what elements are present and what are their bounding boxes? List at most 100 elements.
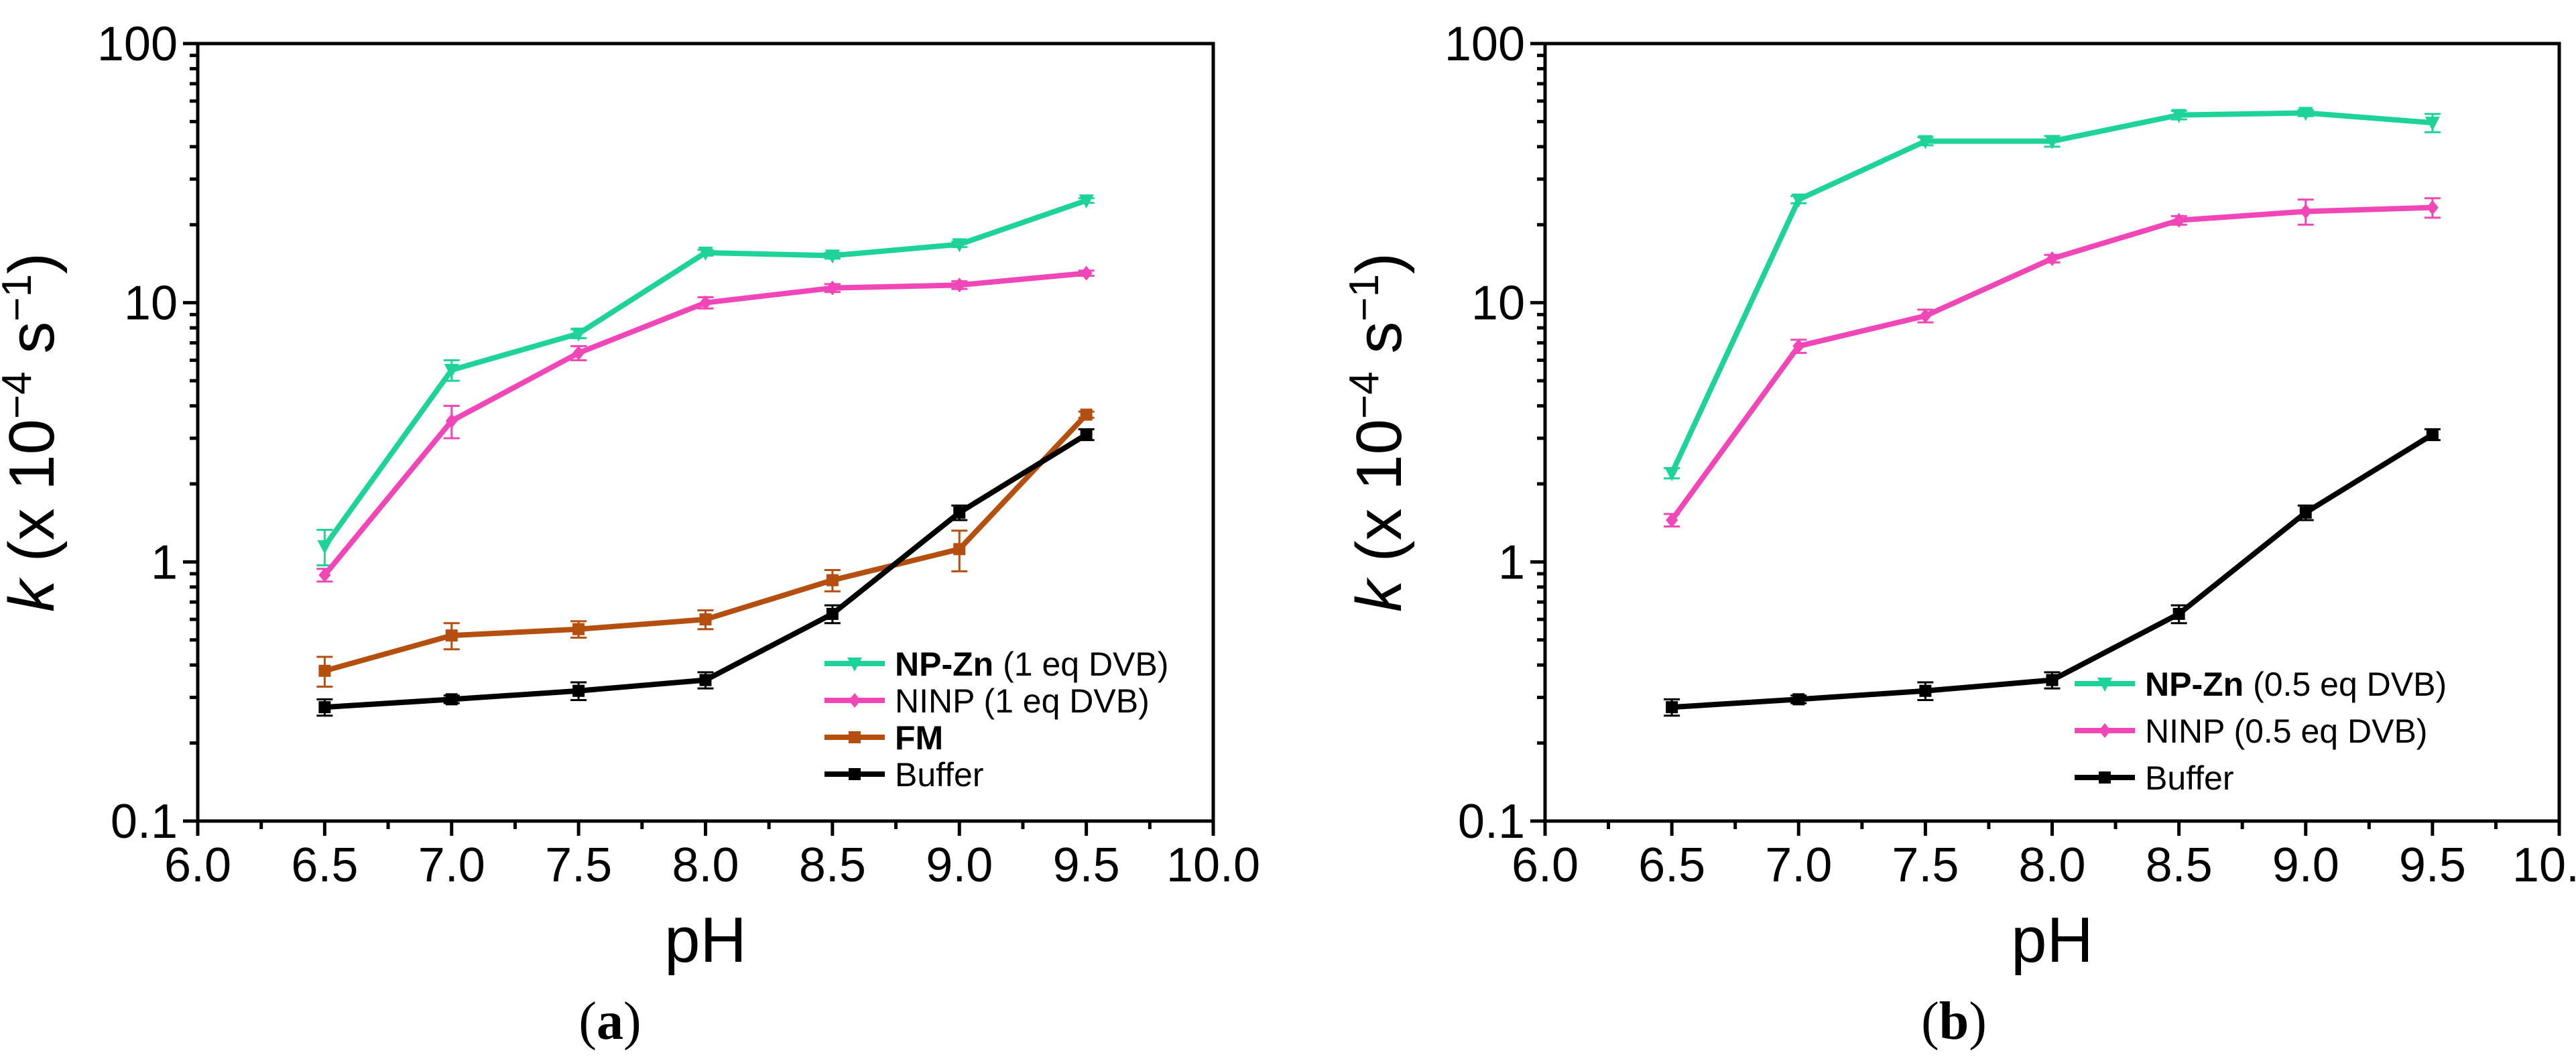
legend-entry: Buffer (2145, 759, 2234, 797)
x-axis-title: pH (2011, 904, 2093, 976)
series-line (1669, 110, 2433, 475)
data-point (2046, 251, 2059, 266)
legend-entry-text: Buffer (895, 756, 984, 794)
y-axis-title: k (x 10−4 s−1) (1341, 253, 1416, 612)
data-point (1792, 693, 1805, 706)
data-point (571, 327, 587, 342)
y-axis-text: ) (0, 253, 68, 274)
data-point (953, 277, 966, 293)
y-tick-label: 10 (124, 277, 178, 330)
series-1 (316, 265, 1095, 583)
y-tick-label: 0.1 (1458, 795, 1525, 849)
x-tick-label: 6.5 (291, 838, 358, 892)
data-point (318, 701, 331, 714)
y-tick-label: 100 (1445, 17, 1525, 71)
data-point (2172, 607, 2185, 620)
x-tick-label: 8.0 (2018, 838, 2085, 892)
legend-entry-text: NINP (0.5 eq DVB) (2145, 712, 2427, 750)
panel-label-paren: ( (1921, 992, 1939, 1051)
legend-entry-text: (1 eq DVB) (993, 645, 1168, 683)
data-point (444, 364, 459, 379)
x-tick-label: 9.5 (2399, 838, 2466, 892)
data-point (572, 345, 585, 361)
data-point (1079, 194, 1094, 209)
data-point (1666, 512, 1678, 527)
y-axis-text: s (1343, 322, 1415, 372)
data-point (445, 413, 458, 428)
y-tick-label: 100 (97, 17, 178, 71)
legend-entry-bold: NP-Zn (2145, 666, 2244, 703)
legend: NP-Zn (0.5 eq DVB) NINP (0.5 eq DVB) Buffe… (2075, 666, 2447, 797)
panel-label-letter: b (1939, 992, 1969, 1051)
data-point (953, 543, 966, 556)
x-tick-label: 7.0 (1765, 838, 1832, 892)
data-point (2044, 135, 2060, 149)
x-tick-label: 7.0 (418, 838, 485, 892)
x-tick-label: 7.5 (545, 838, 612, 892)
series-0 (316, 194, 1095, 566)
data-point (699, 613, 712, 626)
data-point (2171, 109, 2187, 123)
data-point (1918, 135, 1933, 149)
series-3 (316, 428, 1095, 717)
x-tick-label: 9.5 (1053, 838, 1120, 892)
data-point (2425, 117, 2440, 131)
y-axis-symbol: k (0, 576, 68, 612)
data-point (826, 574, 839, 586)
data-point (1664, 466, 1680, 481)
chart-panel-b: 6.0 6.5 7.0 7.5 8.0 8.5 9.0 9.5 10.0 0.1 1 10 100 pH k… (1341, 17, 2576, 1051)
data-point (2298, 107, 2313, 121)
legend-entry: NINP (0.5 eq DVB) (2145, 712, 2427, 750)
panel-label: (b) (1921, 992, 1987, 1051)
data-point (2299, 204, 2312, 219)
series-1 (1664, 197, 2441, 527)
series-2 (1664, 428, 2441, 717)
y-axis-exponent: −4 (1341, 371, 1388, 419)
y-axis-title: k (x 10−4 s−1) (0, 253, 68, 612)
data-point (952, 238, 967, 253)
legend-entry: NP-Zn (0.5 eq DVB) (2145, 666, 2447, 703)
y-axis-exponent: −4 (0, 371, 40, 419)
legend-entry: FM (895, 719, 943, 757)
x-tick-label: 7.5 (1892, 838, 1959, 892)
y-axis-text: s (0, 322, 68, 372)
data-point (1080, 408, 1093, 421)
data-point (826, 607, 839, 620)
data-point (2426, 428, 2439, 441)
panel-label-paren: ) (1969, 992, 1987, 1051)
x-tick-label: 8.0 (672, 838, 739, 892)
x-tick-label: 8.5 (2146, 838, 2213, 892)
data-point (317, 540, 332, 554)
y-axis-exponent: −1 (0, 274, 40, 322)
y-tick-label: 10 (1471, 277, 1525, 330)
series-line (322, 270, 1087, 577)
y-axis-text: (x 10 (1343, 419, 1415, 580)
y-tick-label: 1 (151, 536, 178, 589)
legend-entry-bold: NP-Zn (895, 645, 993, 683)
panel-label-letter: a (597, 992, 623, 1051)
x-tick-label: 6.0 (164, 838, 231, 892)
x-tick-label: 6.0 (1512, 838, 1579, 892)
y-tick-label: 0.1 (111, 795, 178, 849)
x-tick-label: 9.0 (926, 838, 993, 892)
panel-label-paren: ) (623, 992, 641, 1051)
data-point (699, 295, 712, 310)
data-point (1080, 428, 1093, 441)
y-axis-text: ) (1343, 253, 1415, 274)
data-point (1792, 338, 1805, 354)
data-point (445, 693, 458, 706)
legend-entry: NINP (1 eq DVB) (895, 682, 1150, 720)
legend-entry: NP-Zn (1 eq DVB) (895, 645, 1168, 683)
legend-entry-text: NINP (1 eq DVB) (895, 682, 1150, 720)
data-point (2172, 212, 2185, 228)
data-point (699, 674, 712, 686)
x-tick-label: 10.0 (2512, 838, 2576, 892)
legend-entry-bold: FM (895, 719, 943, 757)
data-point (2046, 674, 2059, 686)
data-point (572, 684, 585, 697)
legend-swatch-marker (2097, 678, 2112, 692)
data-point (824, 249, 840, 264)
data-point (826, 280, 839, 296)
y-tick-label: 1 (1498, 536, 1525, 589)
chart-panel-a: 6.0 6.5 7.0 7.5 8.0 8.5 9.0 9.5 10.0 0.1 1 10 100 pH k… (0, 17, 1260, 1051)
